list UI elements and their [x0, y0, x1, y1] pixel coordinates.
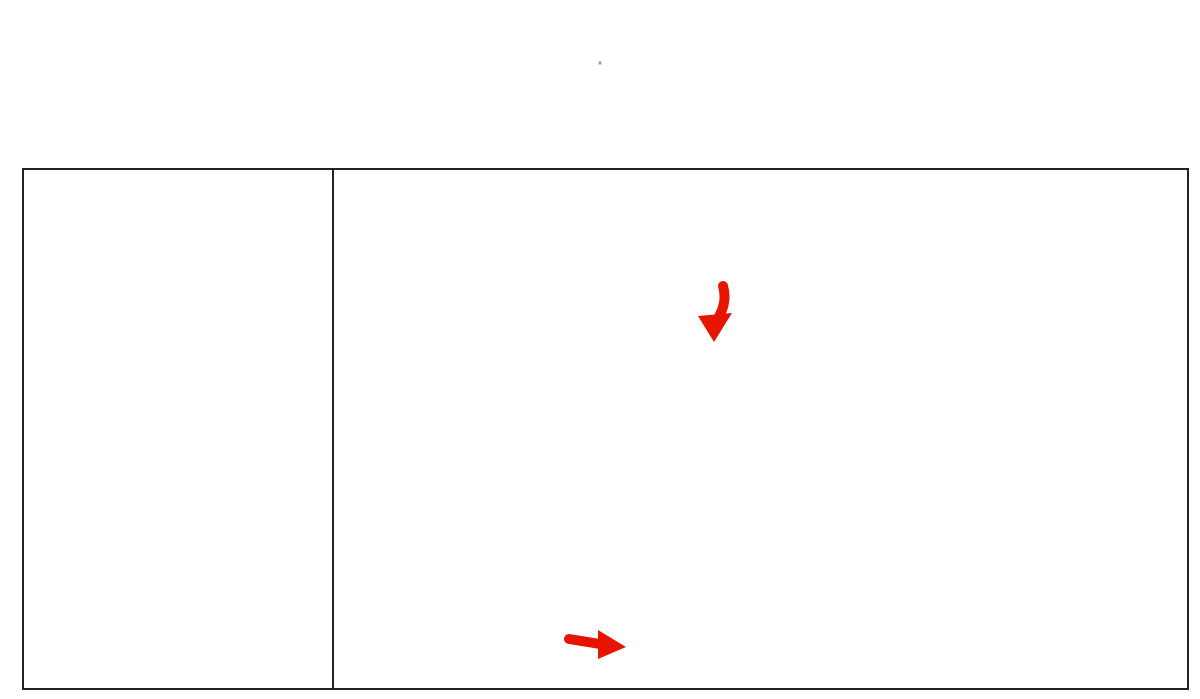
waterfall-table — [22, 168, 1189, 690]
waterfall-chart — [334, 170, 1187, 688]
legend — [0, 62, 1200, 64]
column-divider — [332, 170, 334, 688]
